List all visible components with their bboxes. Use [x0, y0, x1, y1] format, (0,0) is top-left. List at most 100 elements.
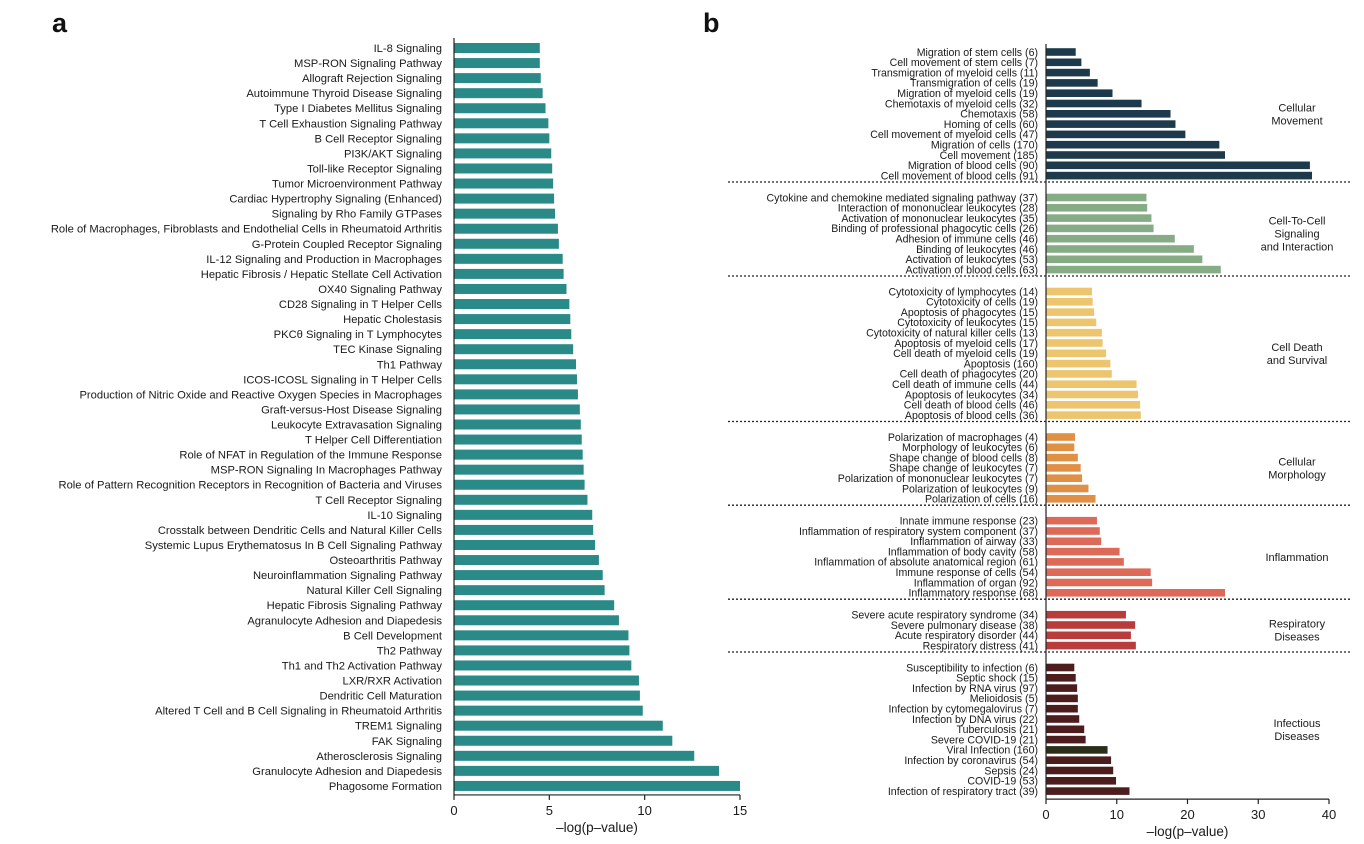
bar-a-label-9: Tumor Microenvironment Pathway [272, 179, 442, 191]
bar-b-label-5-0: Severe acute respiratory syndrome (34) [851, 610, 1038, 622]
bar-b-4-4 [1046, 558, 1124, 566]
bar-b-label-3-0: Polarization of macrophages (4) [888, 432, 1038, 444]
bar-a-45 [454, 720, 663, 731]
bar-b-0-0 [1046, 48, 1076, 56]
bar-b-2-7 [1046, 359, 1111, 368]
bar-a-label-37: Hepatic Fibrosis Signaling Pathway [267, 600, 443, 612]
bar-a-label-28: MSP-RON Signaling In Macrophages Pathway [211, 465, 443, 477]
bar-b-6-9 [1046, 756, 1112, 764]
bar-a-label-5: T Cell Exhaustion Signaling Pathway [259, 118, 442, 130]
bar-a-15 [454, 268, 564, 279]
bar-a-label-11: Signaling by Rho Family GTPases [272, 209, 443, 221]
bar-a-label-35: Neuroinflammation Signaling Pathway [253, 570, 442, 582]
bar-a-label-44: Altered T Cell and B Cell Signaling in R… [155, 706, 442, 718]
group-label-1-2: and Interaction [1261, 242, 1334, 254]
bar-b-label-2-5: Apoptosis of myeloid cells (17) [894, 338, 1038, 350]
bar-b-label-2-12: Apoptosis of blood cells (36) [905, 410, 1038, 422]
bar-a-label-41: Th1 and Th2 Activation Pathway [282, 660, 443, 672]
bar-a-label-30: T Cell Receptor Signaling [315, 495, 442, 507]
bar-b-6-8 [1046, 746, 1108, 754]
bar-b-5-3 [1046, 641, 1136, 650]
bar-b-0-6 [1046, 110, 1171, 118]
bar-b-label-6-5: Infection by DNA virus (22) [912, 714, 1038, 726]
bar-a-26 [454, 434, 582, 445]
bar-b-0-11 [1046, 161, 1310, 170]
bar-b-1-1 [1046, 204, 1148, 212]
bar-b-label-3-3: Shape change of leukocytes (7) [889, 463, 1038, 475]
bar-a-39 [454, 630, 629, 641]
bar-b-4-0 [1046, 516, 1097, 525]
bar-b-6-7 [1046, 735, 1086, 744]
bar-a-32 [454, 524, 594, 535]
bar-b-label-0-0: Migration of stem cells (6) [917, 47, 1038, 59]
bar-a-label-47: Atherosclerosis Signaling [316, 751, 442, 763]
bar-b-3-1 [1046, 443, 1075, 452]
bar-a-label-40: Th2 Pathway [377, 645, 443, 657]
bar-b-label-3-5: Polarization of leukocytes (9) [902, 483, 1038, 495]
x-tick-label-b-2: 20 [1180, 807, 1194, 822]
bar-a-43 [454, 690, 640, 701]
bar-a-28 [454, 464, 584, 475]
bar-a-label-36: Natural Killer Cell Signaling [306, 585, 442, 597]
bar-b-5-2 [1046, 631, 1131, 640]
group-label-6-1: Diseases [1274, 731, 1320, 743]
bar-b-4-7 [1046, 589, 1225, 597]
bar-b-3-5 [1046, 484, 1089, 493]
bar-b-label-2-9: Cell death of immune cells (44) [892, 379, 1038, 391]
bar-a-label-8: Toll-like Receptor Signaling [307, 163, 442, 175]
bar-a-14 [454, 253, 563, 264]
bar-b-label-1-3: Binding of professional phagocytic cells… [831, 223, 1038, 235]
bar-a-2 [454, 73, 541, 84]
bar-a-label-10: Cardiac Hypertrophy Signaling (Enhanced) [229, 194, 442, 206]
bar-b-6-1 [1046, 674, 1076, 682]
group-label-0-1: Movement [1271, 115, 1322, 127]
bar-a-label-26: T Helper Cell Differentiation [305, 435, 442, 447]
bar-a-label-45: TREM1 Signaling [355, 721, 442, 733]
bar-b-label-6-1: Septic shock (15) [956, 673, 1038, 685]
bar-a-30 [454, 494, 588, 505]
bar-b-label-5-2: Acute respiratory disorder (44) [895, 630, 1038, 642]
bar-b-label-1-4: Adhesion of immune cells (46) [896, 234, 1039, 246]
bar-b-2-12 [1046, 411, 1141, 419]
bar-b-0-7 [1046, 120, 1176, 128]
bar-a-label-32: Crosstalk between Dendritic Cells and Na… [158, 525, 443, 537]
bar-a-label-42: LXR/RXR Activation [343, 676, 443, 688]
bar-b-label-6-10: Sepsis (24) [984, 765, 1038, 777]
bar-b-label-1-0: Cytokine and chemokine mediated signalin… [767, 192, 1038, 204]
bar-b-0-2 [1046, 68, 1090, 77]
bar-b-2-9 [1046, 380, 1137, 388]
bar-a-17 [454, 299, 570, 310]
bar-b-4-3 [1046, 547, 1120, 556]
bar-b-3-0 [1046, 433, 1076, 441]
bar-a-label-31: IL-10 Signaling [367, 510, 442, 522]
bar-b-4-2 [1046, 537, 1102, 546]
bar-a-label-23: Production of Nitric Oxide and Reactive … [79, 389, 442, 401]
bar-a-12 [454, 223, 558, 234]
bar-b-label-2-7: Apoptosis (160) [964, 358, 1038, 370]
bar-b-label-5-1: Severe pulmonary disease (38) [891, 620, 1038, 632]
bar-a-label-27: Role of NFAT in Regulation of the Immune… [179, 450, 442, 462]
bar-a-label-20: TEC Kinase Signaling [333, 344, 442, 356]
bar-b-label-1-5: Binding of leukocytes (46) [916, 244, 1038, 256]
bar-b-6-10 [1046, 766, 1114, 775]
bar-b-label-4-2: Inflammation of airway (33) [910, 536, 1038, 548]
panel-a-chart: IL-8 Signaling MSP-RON Signaling Pathway A… [51, 38, 747, 835]
bar-a-49 [454, 780, 740, 791]
bar-b-label-4-4: Inflammation of absolute anatomical regi… [814, 557, 1038, 569]
bar-b-label-6-8: Viral Infection (160) [946, 745, 1038, 757]
bar-b-6-0 [1046, 663, 1075, 672]
bar-a-48 [454, 765, 720, 776]
bar-a-37 [454, 600, 615, 611]
bar-a-20 [454, 344, 574, 355]
bar-b-2-4 [1046, 328, 1102, 337]
bar-a-label-34: Osteoarthritis Pathway [329, 555, 442, 567]
bar-a-31 [454, 509, 593, 520]
bar-b-label-0-5: Chemotaxis of myeloid cells (32) [885, 98, 1038, 110]
bar-a-label-33: Systemic Lupus Erythematosus In B Cell S… [145, 540, 443, 552]
bar-a-label-29: Role of Pattern Recognition Receptors in… [59, 480, 443, 492]
bar-b-label-4-6: Inflammation of organ (92) [914, 577, 1038, 589]
bar-a-10 [454, 193, 555, 204]
bar-a-8 [454, 163, 553, 174]
group-label-2-1: and Survival [1267, 355, 1328, 367]
